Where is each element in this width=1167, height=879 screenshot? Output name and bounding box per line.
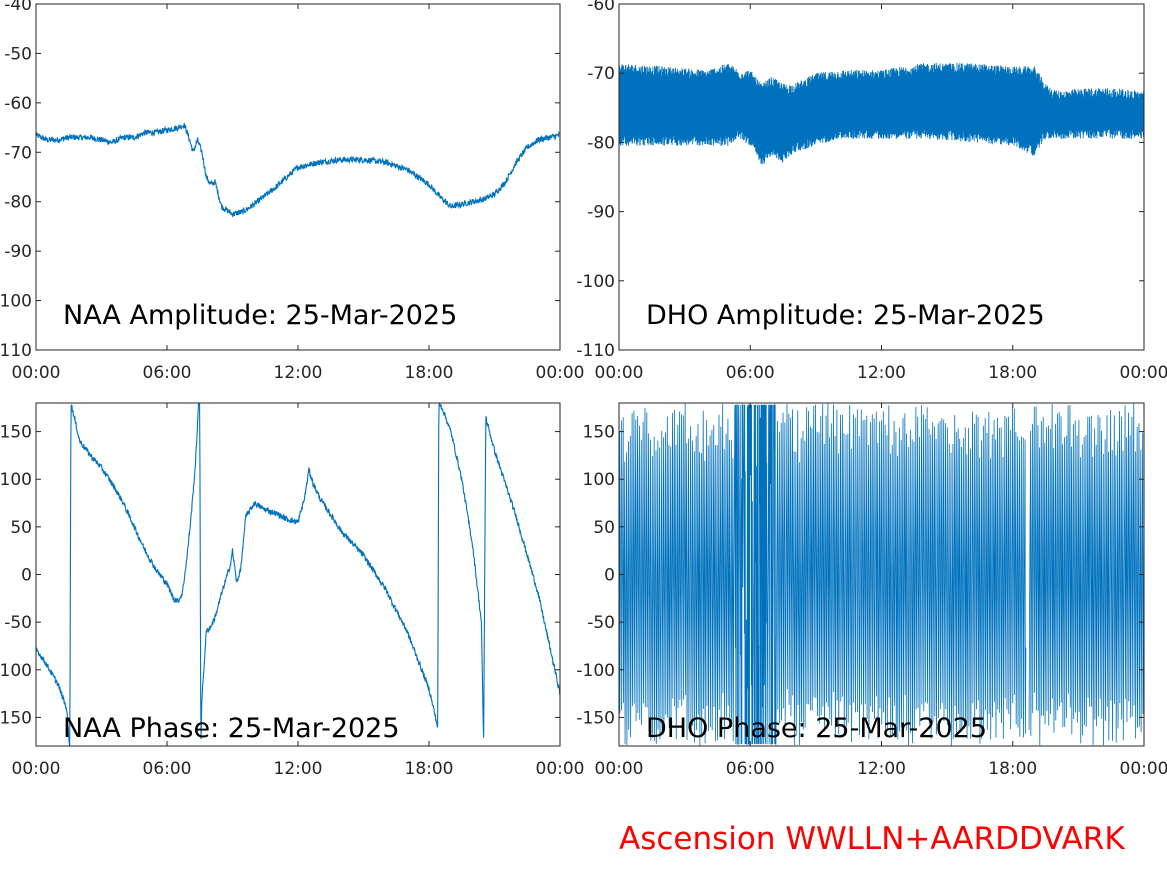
x-tick-label: 00:00: [595, 363, 644, 383]
y-tick-label: -60: [4, 94, 32, 114]
y-tick-label: -90: [4, 242, 32, 262]
y-tick-label: 100: [583, 470, 615, 490]
y-tick-label: -100: [576, 661, 615, 681]
x-tick-label: 00:00: [12, 759, 61, 779]
y-tick-label: -150: [576, 708, 615, 728]
x-tick-label: 06:00: [143, 759, 192, 779]
y-tick-label: 100: [0, 470, 32, 490]
x-tick-label: 06:00: [726, 363, 775, 383]
y-tick-label: -110: [576, 341, 615, 361]
y-tick-label: -50: [4, 613, 32, 633]
y-tick-label: -100: [576, 272, 615, 292]
x-tick-label: 12:00: [274, 759, 323, 779]
x-tick-label: 18:00: [405, 363, 454, 383]
y-tick-label: -100: [0, 292, 32, 312]
x-tick-label: 00:00: [1120, 363, 1167, 383]
y-tick-label: -100: [0, 661, 32, 681]
x-tick-label: 06:00: [143, 363, 192, 383]
x-tick-label: 00:00: [12, 363, 61, 383]
chart-title: NAA Phase: 25-Mar-2025: [63, 713, 400, 744]
y-tick-label: 0: [21, 566, 32, 586]
y-tick-label: -50: [4, 44, 32, 64]
y-tick-label: -40: [4, 0, 32, 15]
x-tick-label: 00:00: [1120, 759, 1167, 779]
y-tick-label: -110: [0, 341, 32, 361]
y-tick-label: 150: [583, 423, 615, 443]
credit-text: Ascension WWLLN+AARDDVARK: [619, 824, 1125, 855]
x-tick-label: 18:00: [988, 759, 1037, 779]
chart-title: DHO Amplitude: 25-Mar-2025: [646, 300, 1045, 331]
chart-title: NAA Amplitude: 25-Mar-2025: [63, 300, 457, 331]
x-tick-label: 18:00: [988, 363, 1037, 383]
y-tick-label: -80: [587, 133, 615, 153]
y-tick-label: -80: [4, 193, 32, 213]
x-tick-label: 00:00: [536, 759, 585, 779]
y-tick-label: 0: [604, 566, 615, 586]
y-tick-label: -90: [587, 203, 615, 223]
y-tick-label: -70: [4, 143, 32, 163]
x-tick-label: 12:00: [274, 363, 323, 383]
x-tick-label: 12:00: [857, 759, 906, 779]
x-tick-label: 00:00: [595, 759, 644, 779]
y-tick-label: -70: [587, 64, 615, 84]
y-tick-label: 150: [0, 423, 32, 443]
y-tick-label: 50: [10, 518, 32, 538]
x-tick-label: 12:00: [857, 363, 906, 383]
chart-title: DHO Phase: 25-Mar-2025: [646, 713, 987, 744]
y-tick-label: -60: [587, 0, 615, 15]
y-tick-label: -50: [587, 613, 615, 633]
x-tick-label: 18:00: [405, 759, 454, 779]
y-tick-label: 50: [593, 518, 615, 538]
y-tick-label: -150: [0, 708, 32, 728]
x-tick-label: 00:00: [536, 363, 585, 383]
x-tick-label: 06:00: [726, 759, 775, 779]
